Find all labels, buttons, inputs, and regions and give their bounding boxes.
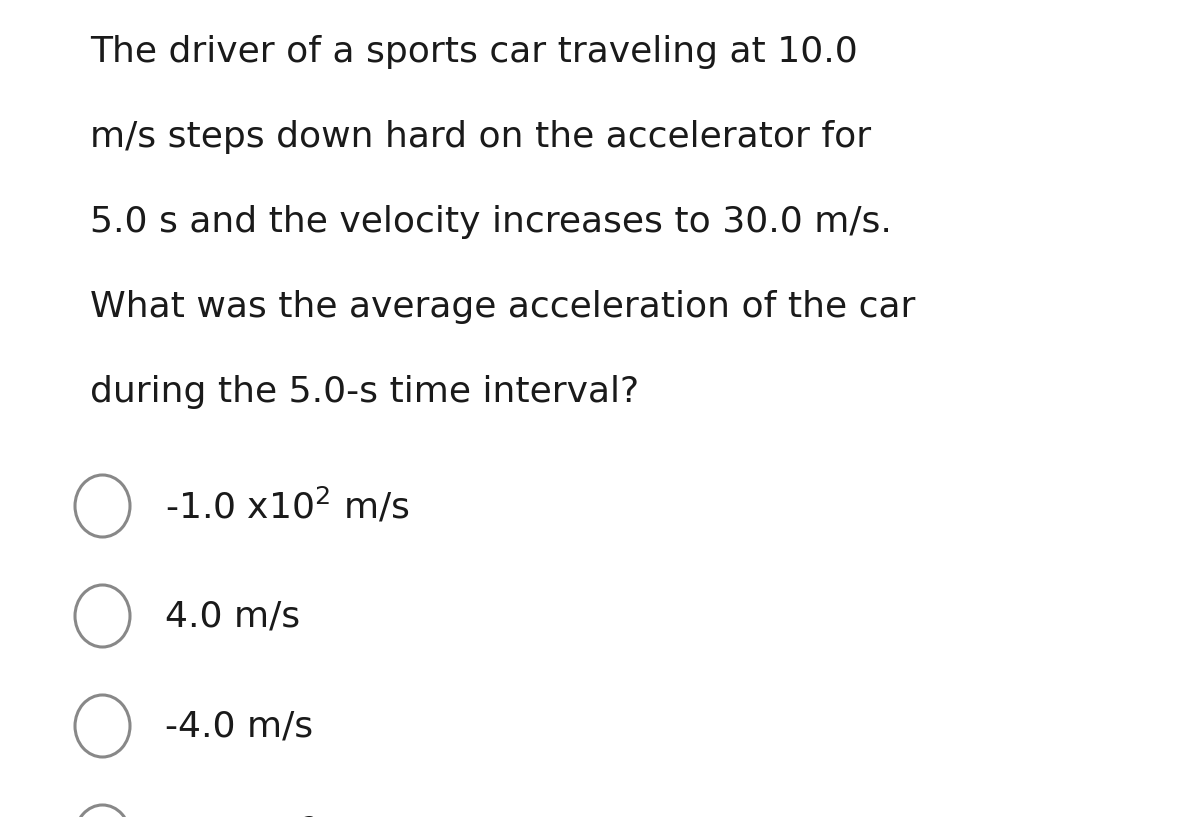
Text: m/s steps down hard on the accelerator for: m/s steps down hard on the accelerator f…: [90, 120, 871, 154]
Text: during the 5.0-s time interval?: during the 5.0-s time interval?: [90, 375, 640, 409]
Text: 5.0 s and the velocity increases to 30.0 m/s.: 5.0 s and the velocity increases to 30.0…: [90, 205, 892, 239]
Text: 4.0 m/s: 4.0 m/s: [166, 599, 300, 633]
Text: The driver of a sports car traveling at 10.0: The driver of a sports car traveling at …: [90, 35, 858, 69]
Text: What was the average acceleration of the car: What was the average acceleration of the…: [90, 290, 916, 324]
Text: -4.0 m/s: -4.0 m/s: [166, 709, 313, 743]
Text: -1.0 x10$^{2}$ m/s: -1.0 x10$^{2}$ m/s: [166, 486, 409, 525]
